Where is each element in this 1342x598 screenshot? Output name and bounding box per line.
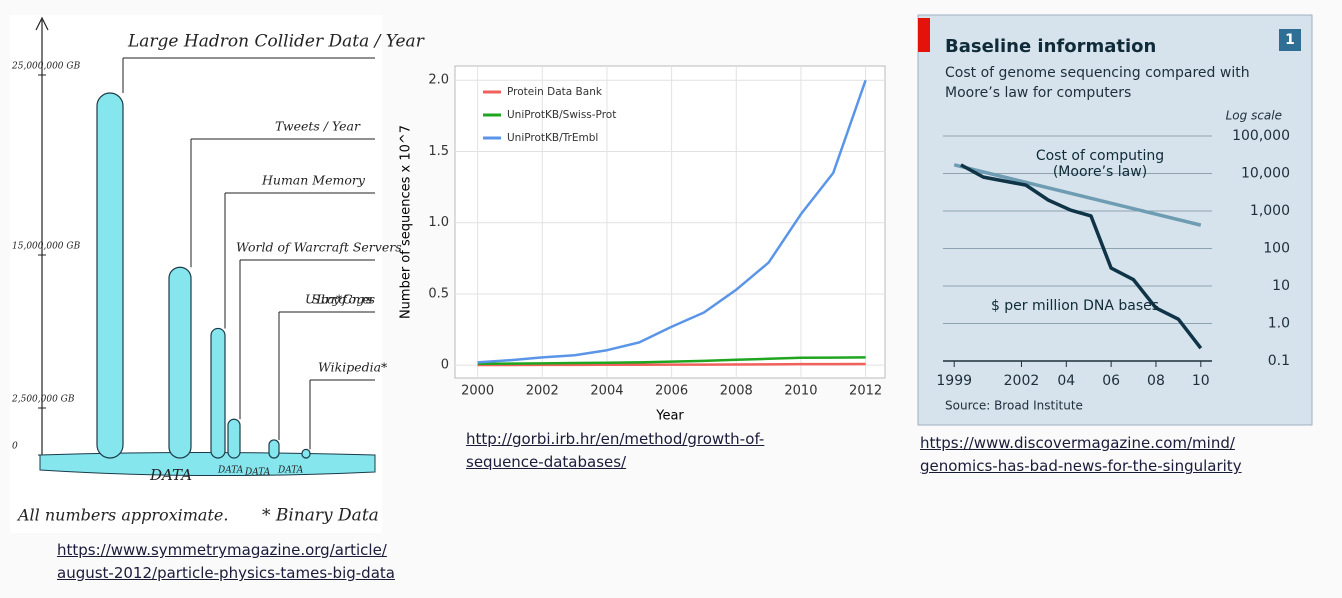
y-tick-label: 1.5 (428, 144, 449, 159)
legend-label: UniProtKB/TrEmbl (507, 132, 598, 144)
series-line (960, 163, 1203, 350)
link[interactable]: https://www.symmetrymagazine.org/article… (57, 539, 395, 585)
bar (96, 92, 124, 459)
annotation: DATA (217, 466, 244, 476)
chart1-panel (10, 15, 382, 533)
y-tick-label: 2.0 (428, 73, 449, 88)
bar (227, 418, 241, 459)
chart-subtitle: Cost of genome sequencing compared with … (945, 65, 1250, 101)
link-line[interactable]: sequence-databases/ (466, 453, 627, 471)
x-tick-label: 1999 (936, 373, 972, 389)
y-tick-label: 25,000,000 GB (11, 62, 81, 72)
y-tick-label: 0 (12, 442, 18, 452)
category-label: Wikipedia* (318, 360, 388, 375)
y-tick-label: 1.0 (1268, 316, 1290, 332)
x-tick-label: 2002 (1004, 373, 1040, 389)
link-line[interactable]: https://www.discovermagazine.com/mind/ (920, 434, 1235, 452)
bar (268, 439, 280, 459)
x-tick-label: 2002 (526, 384, 559, 399)
x-axis-title: Year (655, 409, 684, 424)
category-label: Large Hadron Collider Data / Year (127, 32, 425, 52)
chart-title: Baseline information (945, 36, 1156, 57)
y-tick-label: 0 (441, 358, 449, 373)
x-tick-label: 2004 (590, 384, 623, 399)
scale-note: Log scale (1226, 109, 1282, 123)
x-tick-label: 10 (1192, 373, 1210, 389)
badge: 1 (1285, 32, 1295, 48)
bar (168, 266, 192, 459)
annotation: DATA (277, 466, 304, 476)
annotation: DATA (149, 466, 192, 484)
legend-label: Protein Data Bank (507, 86, 603, 98)
annotation: DATA (244, 468, 271, 478)
category-label: World of Warcraft Servers (236, 240, 402, 255)
x-tick-label: 2006 (655, 384, 688, 399)
y-tick-label: 1.0 (428, 215, 449, 230)
link[interactable]: http://gorbi.irb.hr/en/method/growth-of-… (466, 428, 764, 474)
series-label: Cost of computing (Moore’s law) (1035, 148, 1165, 180)
y-tick-label: 0.1 (1268, 353, 1290, 369)
chart3-panel (917, 14, 1313, 426)
y-tick-label: 2,500,000 GB (11, 395, 75, 405)
link[interactable]: https://www.discovermagazine.com/mind/ge… (920, 432, 1242, 478)
link-line[interactable]: http://gorbi.irb.hr/en/method/growth-of- (466, 430, 765, 448)
x-tick-label: 08 (1147, 373, 1165, 389)
series-line (953, 163, 1202, 227)
ground (39, 452, 376, 477)
y-axis-title: Number of sequences x 10^7 (399, 125, 414, 319)
x-tick-label: 2000 (461, 384, 494, 399)
plot-area (454, 65, 886, 379)
link-line[interactable]: august-2012/particle-physics-tames-big-d… (57, 564, 395, 582)
y-tick-label: 10 (1272, 278, 1290, 294)
y-tick-label: 10,000 (1241, 166, 1290, 182)
link-line[interactable]: genomics-has-bad-news-for-the-singularit… (920, 457, 1242, 475)
x-tick-label: 04 (1057, 373, 1075, 389)
category-label: Tweets / Year (275, 119, 361, 134)
axis-arrow (35, 16, 49, 31)
y-tick-label: 1,000 (1250, 203, 1290, 219)
source: Source: Broad Institute (945, 399, 1083, 413)
series-line (477, 362, 866, 367)
series-label: $ per million DNA bases (990, 298, 1160, 314)
x-tick-label: 06 (1102, 373, 1120, 389)
link-line[interactable]: https://www.symmetrymagazine.org/article… (57, 541, 387, 559)
annotation: All numbers approximate. (16, 506, 228, 525)
category-label: US Library * of Congress (305, 292, 375, 307)
y-tick-label: 100,000 (1232, 128, 1290, 144)
annotation: * Binary Data (262, 506, 379, 526)
bar (301, 448, 311, 459)
category-label: Human Memory (261, 173, 366, 188)
legend-label: UniProtKB/Swiss-Prot (507, 109, 616, 121)
x-tick-label: 2010 (784, 384, 817, 399)
badge-box (1279, 29, 1301, 51)
y-tick-label: 100 (1263, 241, 1290, 257)
x-tick-label: 2012 (849, 384, 882, 399)
y-tick-label: 15,000,000 GB (12, 242, 81, 252)
x-tick-label: 2008 (720, 384, 753, 399)
series-line (477, 356, 866, 366)
bar (210, 327, 226, 459)
red-tag (918, 18, 930, 52)
y-tick-label: 0.5 (428, 286, 449, 301)
series-line (477, 79, 867, 364)
